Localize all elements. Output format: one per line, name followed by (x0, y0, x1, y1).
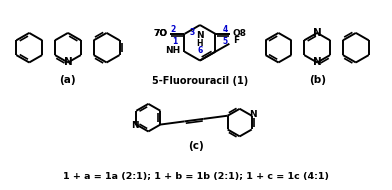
Text: N: N (196, 31, 204, 40)
Text: (c): (c) (188, 141, 204, 151)
Text: 3: 3 (189, 28, 195, 37)
Text: 7O: 7O (154, 29, 168, 38)
Text: N: N (313, 28, 321, 38)
Text: 7O: 7O (154, 29, 168, 38)
Text: 5-Fluorouracil (1): 5-Fluorouracil (1) (152, 76, 248, 86)
Text: (a): (a) (60, 75, 76, 85)
Text: H: H (197, 39, 203, 48)
Text: O8: O8 (232, 29, 246, 38)
Text: N: N (64, 57, 72, 67)
Text: 4: 4 (223, 25, 228, 34)
Text: N: N (131, 121, 139, 130)
Text: 6: 6 (197, 46, 203, 55)
Text: N: N (249, 110, 256, 119)
Text: 1 + a = 1a (2:1); 1 + b = 1b (2:1); 1 + c = 1c (4:1): 1 + a = 1a (2:1); 1 + b = 1b (2:1); 1 + … (63, 172, 329, 181)
Text: 5: 5 (223, 37, 228, 46)
Text: 2: 2 (170, 25, 175, 34)
Text: 1: 1 (172, 37, 177, 46)
Text: F: F (233, 36, 240, 45)
Text: N: N (313, 57, 321, 67)
Text: NH: NH (165, 46, 181, 55)
Text: (b): (b) (309, 75, 326, 85)
